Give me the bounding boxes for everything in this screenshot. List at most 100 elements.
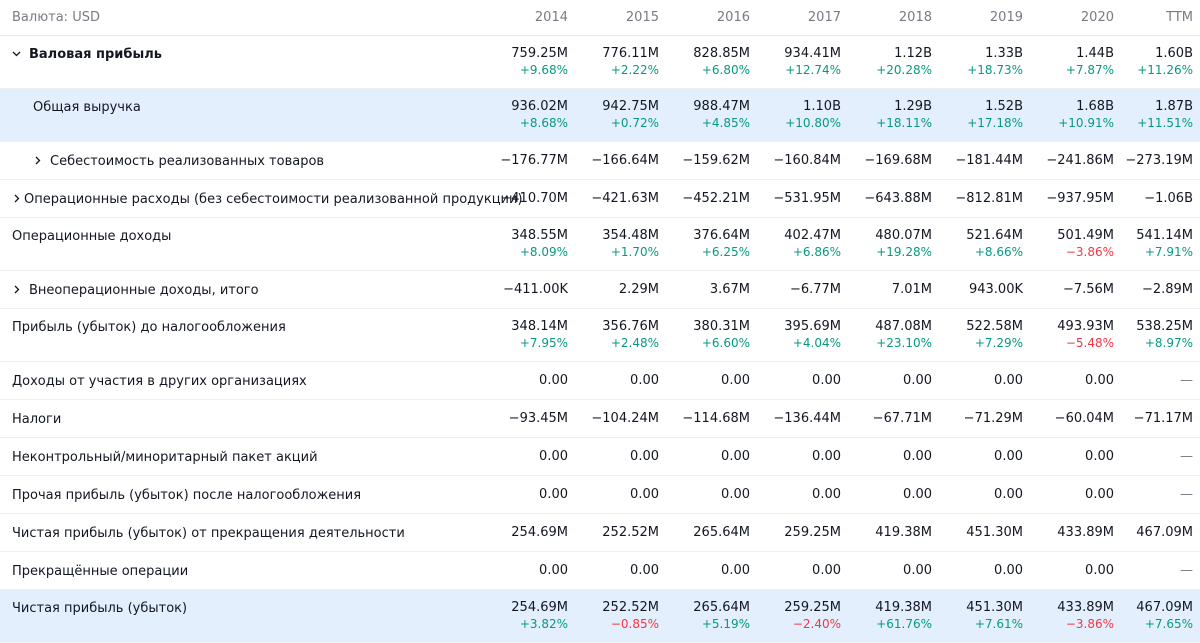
value-cell: 0.00 xyxy=(571,552,662,590)
row-label-text: Общая выручка xyxy=(33,99,141,115)
value-cell: 776.11M +2.22% xyxy=(571,36,662,78)
row-label: Чистая прибыль (убыток) от прекращения д… xyxy=(0,514,480,552)
cell-value: 1.87B xyxy=(1155,99,1193,114)
cell-value: 0.00 xyxy=(903,449,932,464)
value-cell: −643.88M xyxy=(844,180,935,218)
row-label: Прибыль (убыток) до налогообложения xyxy=(0,309,480,345)
cell-value: 0.00 xyxy=(539,373,568,388)
table-row[interactable]: Внеоперационные доходы, итого −411.00K 2.2… xyxy=(0,271,1200,309)
row-label[interactable]: Внеоперационные доходы, итого xyxy=(0,271,480,309)
year-header: TTM xyxy=(1166,9,1193,25)
cell-value: 487.08M xyxy=(875,319,932,334)
cell-value: — xyxy=(1180,449,1193,464)
row-label-text: Налоги xyxy=(12,411,62,427)
value-cell: 0.00 xyxy=(571,362,662,400)
value-cell: 936.02M +8.68% xyxy=(480,89,571,131)
value-cell: 487.08M +23.10% xyxy=(844,309,935,351)
change-percent: +7.61% xyxy=(974,617,1023,631)
change-percent: +8.09% xyxy=(519,245,568,259)
cell-value: −452.21M xyxy=(682,191,750,206)
change-percent: +23.10% xyxy=(876,336,932,350)
value-cell: −421.63M xyxy=(571,180,662,218)
cell-value: −159.62M xyxy=(682,153,750,168)
cell-value: 265.64M xyxy=(693,600,750,615)
cell-value: 0.00 xyxy=(630,563,659,578)
value-cell: −104.24M xyxy=(571,400,662,438)
cell-value: 0.00 xyxy=(812,563,841,578)
value-cell: 0.00 xyxy=(662,362,753,400)
table-row: Доходы от участия в других организациях 0… xyxy=(0,362,1200,400)
change-percent: +6.25% xyxy=(701,245,750,259)
year-header: 2015 xyxy=(625,9,659,25)
row-label[interactable]: Валовая прибыль xyxy=(0,36,480,72)
cell-value: 254.69M xyxy=(511,600,568,615)
row-label: Чистая прибыль (убыток) xyxy=(0,590,480,626)
chevron-right-icon[interactable] xyxy=(12,192,21,206)
table-row[interactable]: Операционные расходы (без себестоимости … xyxy=(0,180,1200,218)
cell-value: −71.29M xyxy=(963,411,1023,426)
cell-value: 943.00K xyxy=(968,282,1023,297)
change-percent: +4.04% xyxy=(792,336,841,350)
cell-value: 0.00 xyxy=(903,487,932,502)
value-cell: 0.00 xyxy=(1026,438,1117,476)
value-cell: −159.62M xyxy=(662,142,753,180)
row-label: Неконтрольный/миноритарный пакет акций xyxy=(0,438,480,476)
cell-value: 0.00 xyxy=(812,487,841,502)
row-label-text: Прибыль (убыток) до налогообложения xyxy=(12,319,286,335)
table-body: Валовая прибыль 759.25M +9.68% 776.11M +2.22… xyxy=(0,36,1200,643)
value-cell: 1.33B +18.73% xyxy=(935,36,1026,78)
cell-value: 467.09M xyxy=(1136,525,1193,540)
cell-value: 0.00 xyxy=(630,449,659,464)
value-cell: −114.68M xyxy=(662,400,753,438)
value-cell: 0.00 xyxy=(480,362,571,400)
value-cell: −169.68M xyxy=(844,142,935,180)
value-cell: −93.45M xyxy=(480,400,571,438)
row-label[interactable]: Себестоимость реализованных товаров xyxy=(0,142,480,180)
change-percent: +8.97% xyxy=(1144,336,1193,350)
chevron-down-icon[interactable] xyxy=(12,47,26,61)
cell-value: −531.95M xyxy=(773,191,841,206)
value-cell: 419.38M +61.76% xyxy=(844,590,935,632)
chevron-right-icon[interactable] xyxy=(33,154,47,168)
value-cell: 467.09M xyxy=(1117,514,1200,552)
change-percent: +7.65% xyxy=(1144,617,1193,631)
value-cell: 265.64M xyxy=(662,514,753,552)
change-percent: +7.87% xyxy=(1065,63,1114,77)
cell-value: 3.67M xyxy=(709,282,750,297)
row-label[interactable]: Операционные расходы (без себестоимости … xyxy=(0,180,523,218)
table-row[interactable]: Валовая прибыль 759.25M +9.68% 776.11M +2.22… xyxy=(0,36,1200,89)
cell-value: −812.81M xyxy=(955,191,1023,206)
value-cell: 254.69M +3.82% xyxy=(480,590,571,632)
cell-value: −93.45M xyxy=(508,411,568,426)
value-cell: 433.89M xyxy=(1026,514,1117,552)
cell-value: 380.31M xyxy=(693,319,750,334)
cell-value: 0.00 xyxy=(630,373,659,388)
table-row: Прочая прибыль (убыток) после налогообло… xyxy=(0,476,1200,514)
cell-value: 522.58M xyxy=(966,319,1023,334)
change-percent: +1.70% xyxy=(610,245,659,259)
row-label: Прочая прибыль (убыток) после налогообло… xyxy=(0,476,480,514)
value-cell: −531.95M xyxy=(753,180,844,218)
change-percent: +18.73% xyxy=(967,63,1023,77)
change-percent: −3.86% xyxy=(1065,245,1114,259)
cell-value: −104.24M xyxy=(591,411,659,426)
table-row[interactable]: Себестоимость реализованных товаров −176.… xyxy=(0,142,1200,180)
value-cell: 0.00 xyxy=(844,362,935,400)
value-cell: 1.12B +20.28% xyxy=(844,36,935,78)
value-cell: 1.10B +10.80% xyxy=(753,89,844,131)
chevron-right-icon[interactable] xyxy=(12,283,26,297)
cell-value: 252.52M xyxy=(602,525,659,540)
change-percent: +9.68% xyxy=(519,63,568,77)
value-cell: 943.00K xyxy=(935,271,1026,309)
cell-value: 1.33B xyxy=(985,46,1023,61)
cell-value: 254.69M xyxy=(511,525,568,540)
table-header: Валюта: USD 2014 2015 2016 2017 2018 201… xyxy=(0,0,1200,36)
cell-value: 0.00 xyxy=(1085,449,1114,464)
value-cell: 356.76M +2.48% xyxy=(571,309,662,351)
table-row: Прибыль (убыток) до налогообложения 348.1… xyxy=(0,309,1200,362)
value-cell: −7.56M xyxy=(1026,271,1117,309)
cell-value: 402.47M xyxy=(784,228,841,243)
value-cell: −160.84M xyxy=(753,142,844,180)
cell-value: 776.11M xyxy=(602,46,659,61)
row-label-text: Чистая прибыль (убыток) от прекращения д… xyxy=(12,525,405,541)
